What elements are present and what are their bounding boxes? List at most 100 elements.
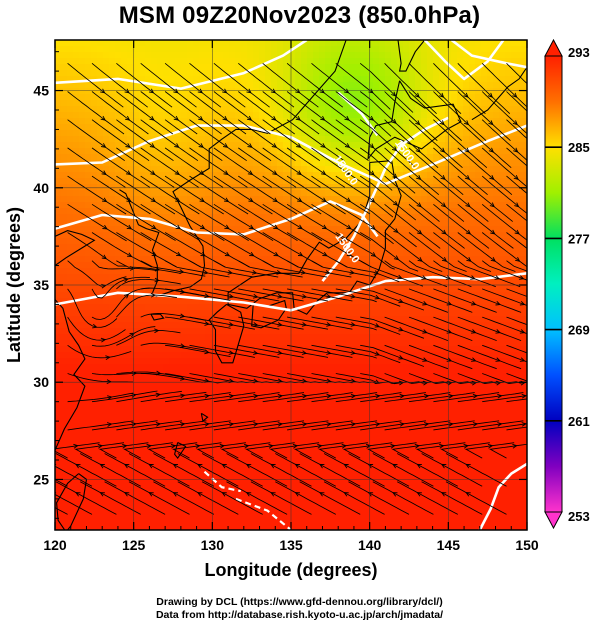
streamline-arrowhead <box>199 224 206 230</box>
streamline <box>299 453 361 487</box>
streamline-arrowhead <box>271 115 277 121</box>
streamline <box>140 62 197 108</box>
streamline-arrowhead <box>464 147 470 153</box>
streamline-arrowhead <box>495 329 501 334</box>
streamline-arrowhead <box>423 393 430 399</box>
streamline <box>408 288 473 313</box>
streamline <box>262 147 321 188</box>
streamline <box>164 119 223 162</box>
streamline <box>238 288 304 302</box>
streamline-arrowhead <box>465 202 471 208</box>
streamline-arrowhead <box>124 88 130 94</box>
streamline <box>172 442 222 459</box>
streamline-arrowhead <box>326 350 332 355</box>
streamline-arrowhead <box>489 202 496 208</box>
streamline-arrowhead <box>200 251 206 257</box>
streamline <box>335 203 394 245</box>
coastline-segment <box>208 303 245 364</box>
streamline <box>408 203 465 249</box>
streamline <box>140 260 206 277</box>
streamline-arrowhead <box>155 392 162 398</box>
streamline-arrowhead <box>246 115 253 121</box>
streamline <box>311 62 368 108</box>
streamline <box>457 91 511 142</box>
streamline-arrowhead <box>296 170 302 176</box>
streamline <box>91 276 150 299</box>
streamline-arrowhead <box>514 229 520 235</box>
streamline <box>55 507 68 515</box>
streamline <box>262 344 329 358</box>
streamline <box>408 344 473 370</box>
streamline <box>384 344 449 370</box>
streamline-arrowhead <box>441 229 447 235</box>
streamline <box>287 420 353 431</box>
streamline-arrowhead <box>465 463 471 469</box>
streamline-arrowhead <box>465 229 472 235</box>
streamline <box>55 493 93 515</box>
streamline <box>55 465 93 487</box>
streamline <box>286 62 344 108</box>
height-contour <box>423 40 505 81</box>
streamline <box>177 481 239 515</box>
streamline <box>481 203 527 241</box>
streamline <box>360 373 425 385</box>
x-tick-label: 145 <box>437 537 461 553</box>
streamline <box>457 119 512 169</box>
streamline-arrowhead <box>273 224 279 230</box>
streamline <box>408 232 467 272</box>
streamline <box>123 442 173 459</box>
streamline <box>408 91 462 142</box>
streamline-arrowhead <box>172 463 179 469</box>
streamline <box>372 453 434 487</box>
streamline-arrowhead <box>326 393 332 399</box>
streamline-arrowhead <box>391 146 398 152</box>
streamline-arrowhead <box>295 88 301 94</box>
streamline-arrowhead <box>297 251 304 257</box>
streamline <box>262 62 319 108</box>
streamline <box>67 392 134 403</box>
streamline-arrowhead <box>203 269 209 275</box>
streamline-arrowhead <box>245 463 252 469</box>
streamline <box>189 175 249 215</box>
streamline-arrowhead <box>272 197 279 203</box>
streamline <box>189 203 249 241</box>
streamline <box>342 442 393 459</box>
streamline <box>213 392 280 403</box>
streamline <box>311 203 371 241</box>
y-axis-label: Latitude (degrees) <box>4 207 24 363</box>
credit-line-1: Drawing by DCL (https://www.gfd-dennou.o… <box>156 596 443 608</box>
streamline-arrowhead <box>268 443 274 449</box>
streamline <box>177 453 239 487</box>
streamline-arrowhead <box>129 332 136 338</box>
streamline-arrowhead <box>489 175 495 180</box>
streamline <box>213 91 271 135</box>
height-contour <box>450 40 527 69</box>
streamline-arrowhead <box>345 170 351 176</box>
streamline <box>91 326 156 347</box>
streamline <box>506 288 527 297</box>
streamline-arrowhead <box>350 322 357 327</box>
streamline-arrowhead <box>319 88 325 94</box>
streamline <box>335 62 391 110</box>
streamline <box>238 203 298 241</box>
streamline <box>360 420 426 431</box>
streamline-arrowhead <box>374 323 381 328</box>
streamline-arrowhead <box>464 175 471 180</box>
streamline <box>238 147 297 188</box>
streamline <box>506 62 527 85</box>
streamline-arrowhead <box>148 88 155 94</box>
streamline <box>440 442 490 459</box>
streamline <box>348 453 410 487</box>
streamline-arrowhead <box>466 256 472 262</box>
streamline <box>335 175 394 218</box>
streamline <box>116 330 181 346</box>
coastline-segment <box>55 281 86 451</box>
streamline-arrowhead <box>173 88 179 94</box>
streamline <box>116 147 175 188</box>
streamline-arrowhead <box>271 143 278 148</box>
streamline <box>140 91 198 135</box>
streamline-arrowhead <box>346 224 352 230</box>
streamline <box>408 175 465 222</box>
chart-title: MSM 09Z20Nov2023 (850.0hPa) <box>118 2 481 29</box>
streamline-arrowhead <box>221 463 227 469</box>
